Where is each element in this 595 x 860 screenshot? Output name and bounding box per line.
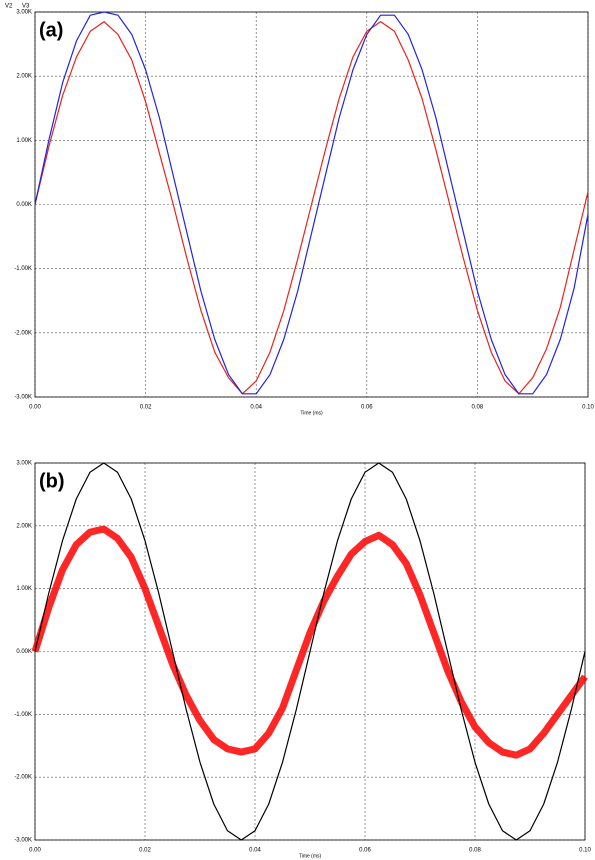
x-tick-label: 0.06 bbox=[359, 848, 371, 854]
y-tick-label: -3.00K bbox=[14, 838, 32, 844]
x-tick-label: 0.10 bbox=[579, 848, 591, 854]
y-tick-label: -2.00K bbox=[14, 330, 32, 336]
legend-entry: V2 bbox=[5, 4, 13, 10]
x-tick-label: 0.10 bbox=[582, 405, 594, 411]
x-tick-label: 0.08 bbox=[469, 848, 481, 854]
series-line bbox=[34, 462, 586, 841]
x-tick-label: 0.04 bbox=[250, 405, 262, 411]
y-tick-label: -1.00K bbox=[14, 712, 32, 718]
y-tick-label: -2.00K bbox=[14, 775, 32, 781]
y-tick-label: 2.00K bbox=[16, 523, 32, 529]
x-tick-label: 0.02 bbox=[139, 848, 151, 854]
x-tick-label: 0.04 bbox=[249, 848, 261, 854]
y-tick-label: -3.00K bbox=[14, 395, 32, 401]
x-axis-label: Time (ms) bbox=[299, 853, 322, 859]
x-tick-label: 0.02 bbox=[140, 405, 152, 411]
y-tick-label: 3.00K bbox=[16, 10, 32, 16]
panel-label: (a) bbox=[39, 19, 63, 41]
x-tick-label: 0.00 bbox=[29, 405, 41, 411]
y-tick-label: 0.00K bbox=[16, 649, 32, 655]
y-tick-label: 0.00K bbox=[16, 202, 32, 208]
x-axis-label: Time (ms) bbox=[300, 410, 323, 416]
y-tick-label: 1.00K bbox=[16, 138, 32, 144]
panel-label: (b) bbox=[39, 470, 65, 492]
y-tick-label: 3.00K bbox=[16, 461, 32, 467]
series-line bbox=[34, 21, 589, 395]
series-line bbox=[31, 525, 588, 759]
y-tick-label: 2.00K bbox=[16, 74, 32, 80]
y-tick-label: -1.00K bbox=[14, 266, 32, 272]
x-tick-label: 0.08 bbox=[472, 405, 484, 411]
legend-entry: V3 bbox=[22, 4, 30, 10]
series-line bbox=[34, 11, 589, 395]
y-tick-label: 1.00K bbox=[16, 586, 32, 592]
x-tick-label: 0.06 bbox=[361, 405, 373, 411]
x-tick-label: 0.00 bbox=[29, 848, 41, 854]
